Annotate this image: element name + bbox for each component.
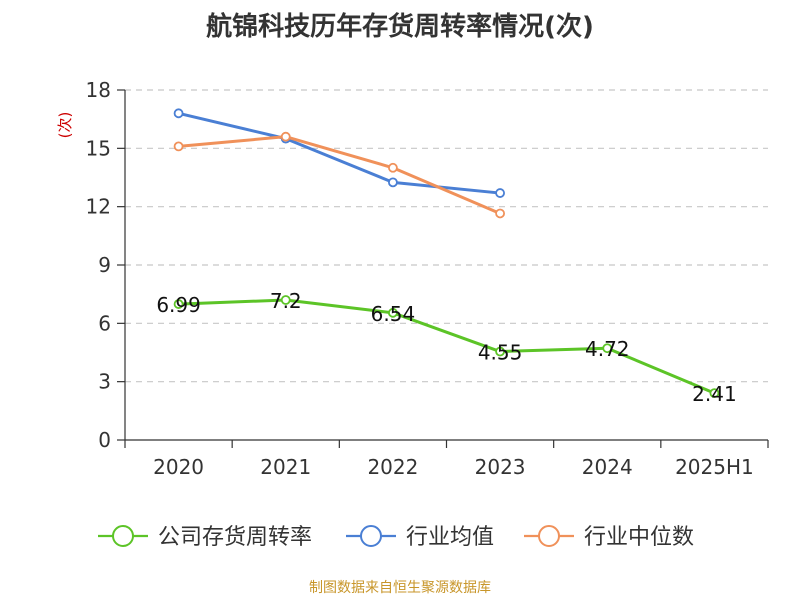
x-tick-label: 2023 bbox=[475, 455, 526, 479]
legend-marker bbox=[360, 525, 382, 547]
series-point bbox=[495, 208, 505, 219]
legend-label: 行业均值 bbox=[406, 525, 494, 550]
series-point bbox=[280, 295, 291, 305]
series-lines bbox=[173, 108, 720, 399]
series-point bbox=[495, 188, 505, 198]
series-point bbox=[388, 177, 398, 188]
legend: 公司存货周转率 行业均值 行业中位数 bbox=[98, 525, 694, 550]
data-labels: 6.99 7.2 6.54 4.55 4.72 2.41 bbox=[156, 289, 736, 406]
y-tick-label: 15 bbox=[86, 136, 111, 160]
y-tick-label: 3 bbox=[98, 370, 111, 394]
y-tick-label: 9 bbox=[98, 253, 111, 277]
x-tick-label: 2024 bbox=[582, 455, 633, 479]
series-point bbox=[173, 108, 184, 119]
axes: 0 3 6 9 12 15 18 2020 2021 2022 2023 2024 2025H1 bbox=[86, 78, 769, 479]
series-point bbox=[495, 346, 505, 357]
series-line bbox=[178, 111, 501, 195]
series-point bbox=[709, 388, 720, 399]
series-point bbox=[388, 307, 398, 318]
series-point bbox=[602, 343, 613, 354]
y-tick-label: 18 bbox=[86, 78, 111, 102]
x-tick-label: 2020 bbox=[153, 455, 204, 479]
y-tick-label: 0 bbox=[98, 428, 111, 452]
series-point bbox=[173, 299, 184, 309]
series-line bbox=[178, 298, 715, 395]
grid-lines bbox=[125, 89, 768, 383]
x-tick-label: 2022 bbox=[367, 455, 418, 479]
data-label: 4.72 bbox=[585, 337, 630, 361]
series-line bbox=[178, 135, 501, 215]
legend-label: 行业中位数 bbox=[584, 525, 694, 550]
data-label: 7.2 bbox=[270, 289, 302, 313]
chart-title: 航锦科技历年存货周转率情况(次) bbox=[206, 12, 594, 42]
x-tick-label: 2025H1 bbox=[675, 455, 754, 479]
x-tick-label: 2021 bbox=[260, 455, 311, 479]
series-point bbox=[280, 131, 291, 142]
y-axis-label: (次) bbox=[56, 112, 74, 139]
legend-marker bbox=[112, 525, 134, 547]
series-point bbox=[173, 141, 184, 152]
y-tick-label: 6 bbox=[98, 311, 111, 335]
y-tick-label: 12 bbox=[86, 195, 111, 219]
source-note: 制图数据来自恒生聚源数据库 bbox=[309, 580, 491, 596]
data-label: 6.54 bbox=[371, 302, 416, 326]
data-label: 2.41 bbox=[692, 382, 737, 406]
series-point bbox=[388, 162, 398, 173]
data-label: 6.99 bbox=[156, 293, 201, 317]
legend-label: 公司存货周转率 bbox=[158, 525, 312, 550]
data-label: 4.55 bbox=[478, 341, 523, 365]
legend-marker bbox=[538, 525, 560, 547]
